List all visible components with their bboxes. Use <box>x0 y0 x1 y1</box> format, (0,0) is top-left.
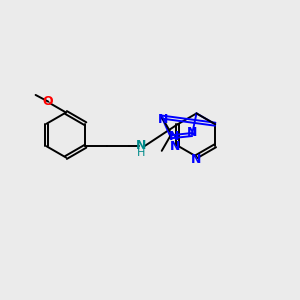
Text: N: N <box>170 140 181 153</box>
Text: N: N <box>158 113 169 126</box>
Text: H: H <box>137 148 146 158</box>
Text: N: N <box>169 130 179 143</box>
Text: N: N <box>191 153 202 166</box>
Text: N: N <box>187 126 197 139</box>
Text: N: N <box>136 139 146 152</box>
Text: O: O <box>42 95 53 108</box>
